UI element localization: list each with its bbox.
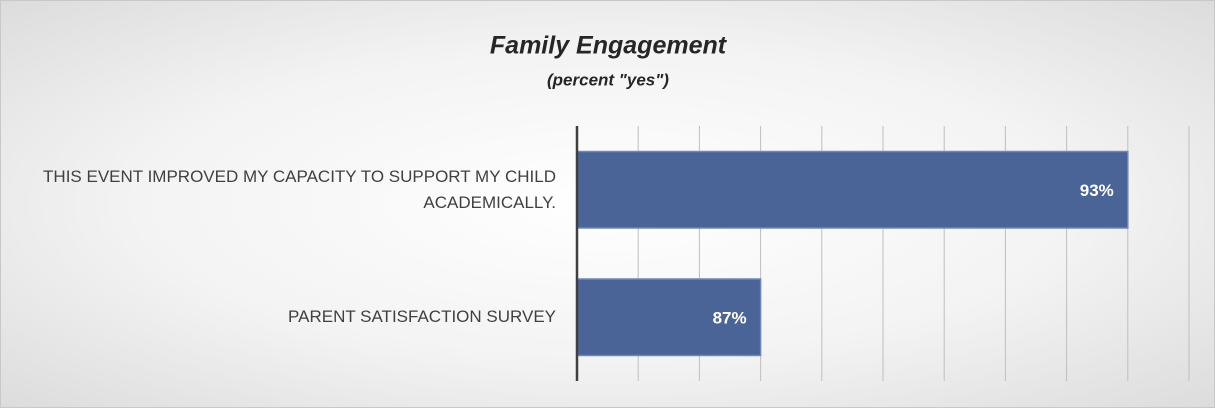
bar [576,278,762,357]
chart-title: Family Engagement [490,32,728,60]
value-label: 93% [1080,181,1114,200]
chart-subtitle: (percent "yes") [547,70,669,89]
value-label: 87% [713,309,747,328]
y-tick-label: PARENT SATISFACTION SURVEY [288,307,556,327]
bar [576,150,1129,229]
y-tick-label: THIS EVENT IMPROVED MY CAPACITY TO SUPPO… [43,166,556,212]
